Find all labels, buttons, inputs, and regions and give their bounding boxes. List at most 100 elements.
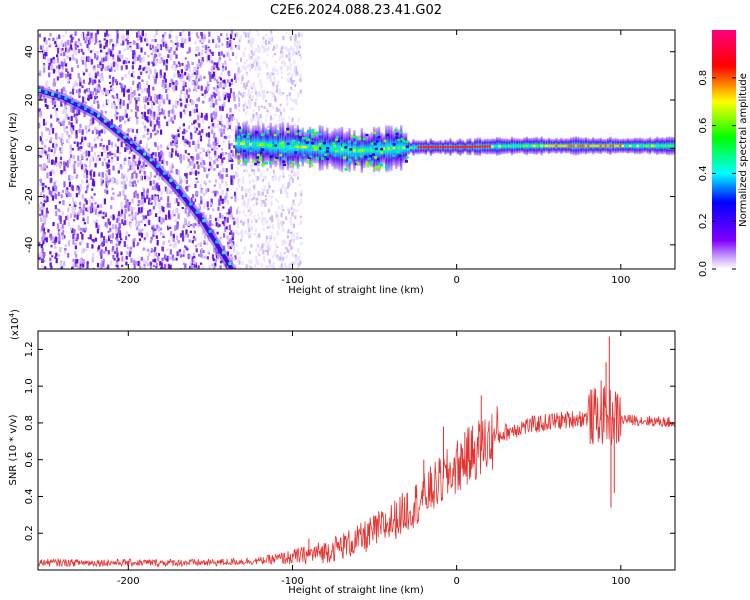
noise-dot [79,142,82,145]
noise-dot [40,131,44,138]
noise-dot [42,217,45,222]
noise-dot [134,40,137,45]
track-highlight [51,92,55,96]
noise-dot [183,110,186,115]
noise-dot [99,43,102,49]
noise-dot [191,62,194,66]
noise-dot [158,46,161,50]
noise-dot [130,109,133,113]
noise-dot [59,47,62,52]
noise-dot [221,178,224,184]
noise-dot [248,104,251,109]
noise-dot [186,75,189,79]
noise-dot [191,122,194,126]
noise-dot [128,156,131,160]
noise-dot [55,252,58,257]
noise-dot [86,219,89,224]
noise-dot [230,175,233,178]
noise-dot [79,262,82,267]
noise-dot [159,59,162,65]
noise-dot [230,196,233,199]
noise-dot [207,238,210,242]
band-core [545,144,548,148]
noise-dot [297,92,300,98]
noise-dot [136,56,140,61]
noise-dot [249,68,251,72]
noise-dot [185,179,188,184]
band-blob [305,138,309,141]
noise-dot [214,137,217,143]
noise-dot [290,222,293,226]
noise-dot [116,33,119,39]
noise-dot [193,163,196,169]
noise-dot [221,221,224,225]
noise-dot [220,115,223,121]
noise-dot [238,91,241,95]
noise-dot [153,125,156,132]
noise-dot [130,73,133,77]
noise-dot [91,188,94,191]
band-core [483,145,487,148]
noise-dot [61,110,64,114]
noise-dot [169,83,172,88]
noise-dot [290,231,292,234]
noise-dot [68,136,71,140]
noise-dot [168,152,171,158]
noise-dot [107,48,110,55]
noise-dot [82,209,85,216]
noise-dot [257,55,259,60]
noise-dot [71,54,74,61]
x-tick-label: 0 [453,275,459,286]
noise-dot [256,32,259,36]
noise-dot [93,87,96,92]
band-core [402,146,405,150]
band-blob [373,150,377,153]
noise-dot [86,170,89,175]
noise-dot [188,47,191,53]
band-core [626,144,629,148]
noise-dot [266,250,269,256]
noise-dot [71,129,74,135]
noise-dot [103,236,106,241]
noise-dot [216,216,220,222]
noise-dot [289,97,292,102]
noise-dot [90,118,93,122]
noise-dot [261,192,264,196]
noise-dot [55,210,58,217]
noise-dot [142,164,146,170]
noise-dot [282,171,285,176]
noise-dot [219,121,222,125]
noise-dot [179,98,182,102]
noise-dot [135,111,138,118]
noise-dot [226,93,229,98]
noise-dot [296,209,299,213]
noise-dot [145,143,148,150]
noise-dot [57,69,60,75]
noise-dot [176,251,179,257]
noise-dot [104,110,107,114]
noise-dot [224,62,227,66]
noise-dot [70,48,73,51]
noise-dot [105,52,108,58]
band-blob [307,156,311,160]
noise-dot [154,78,157,84]
noise-dot [70,122,73,128]
noise-dot [45,237,48,243]
noise-dot [287,53,290,59]
noise-dot [131,181,134,184]
band-core [390,147,393,150]
noise-dot [49,33,52,37]
noise-dot [288,79,291,83]
noise-dot [248,30,251,34]
noise-dot [293,80,296,83]
noise-dot [242,221,245,226]
noise-dot [133,206,136,210]
noise-dot [223,220,226,227]
noise-dot [244,33,247,38]
noise-dot [80,164,83,170]
noise-dot [208,31,211,37]
noise-dot [100,181,103,186]
noise-dot [51,128,55,134]
noise-dot [142,258,146,265]
band-blob [366,164,370,168]
